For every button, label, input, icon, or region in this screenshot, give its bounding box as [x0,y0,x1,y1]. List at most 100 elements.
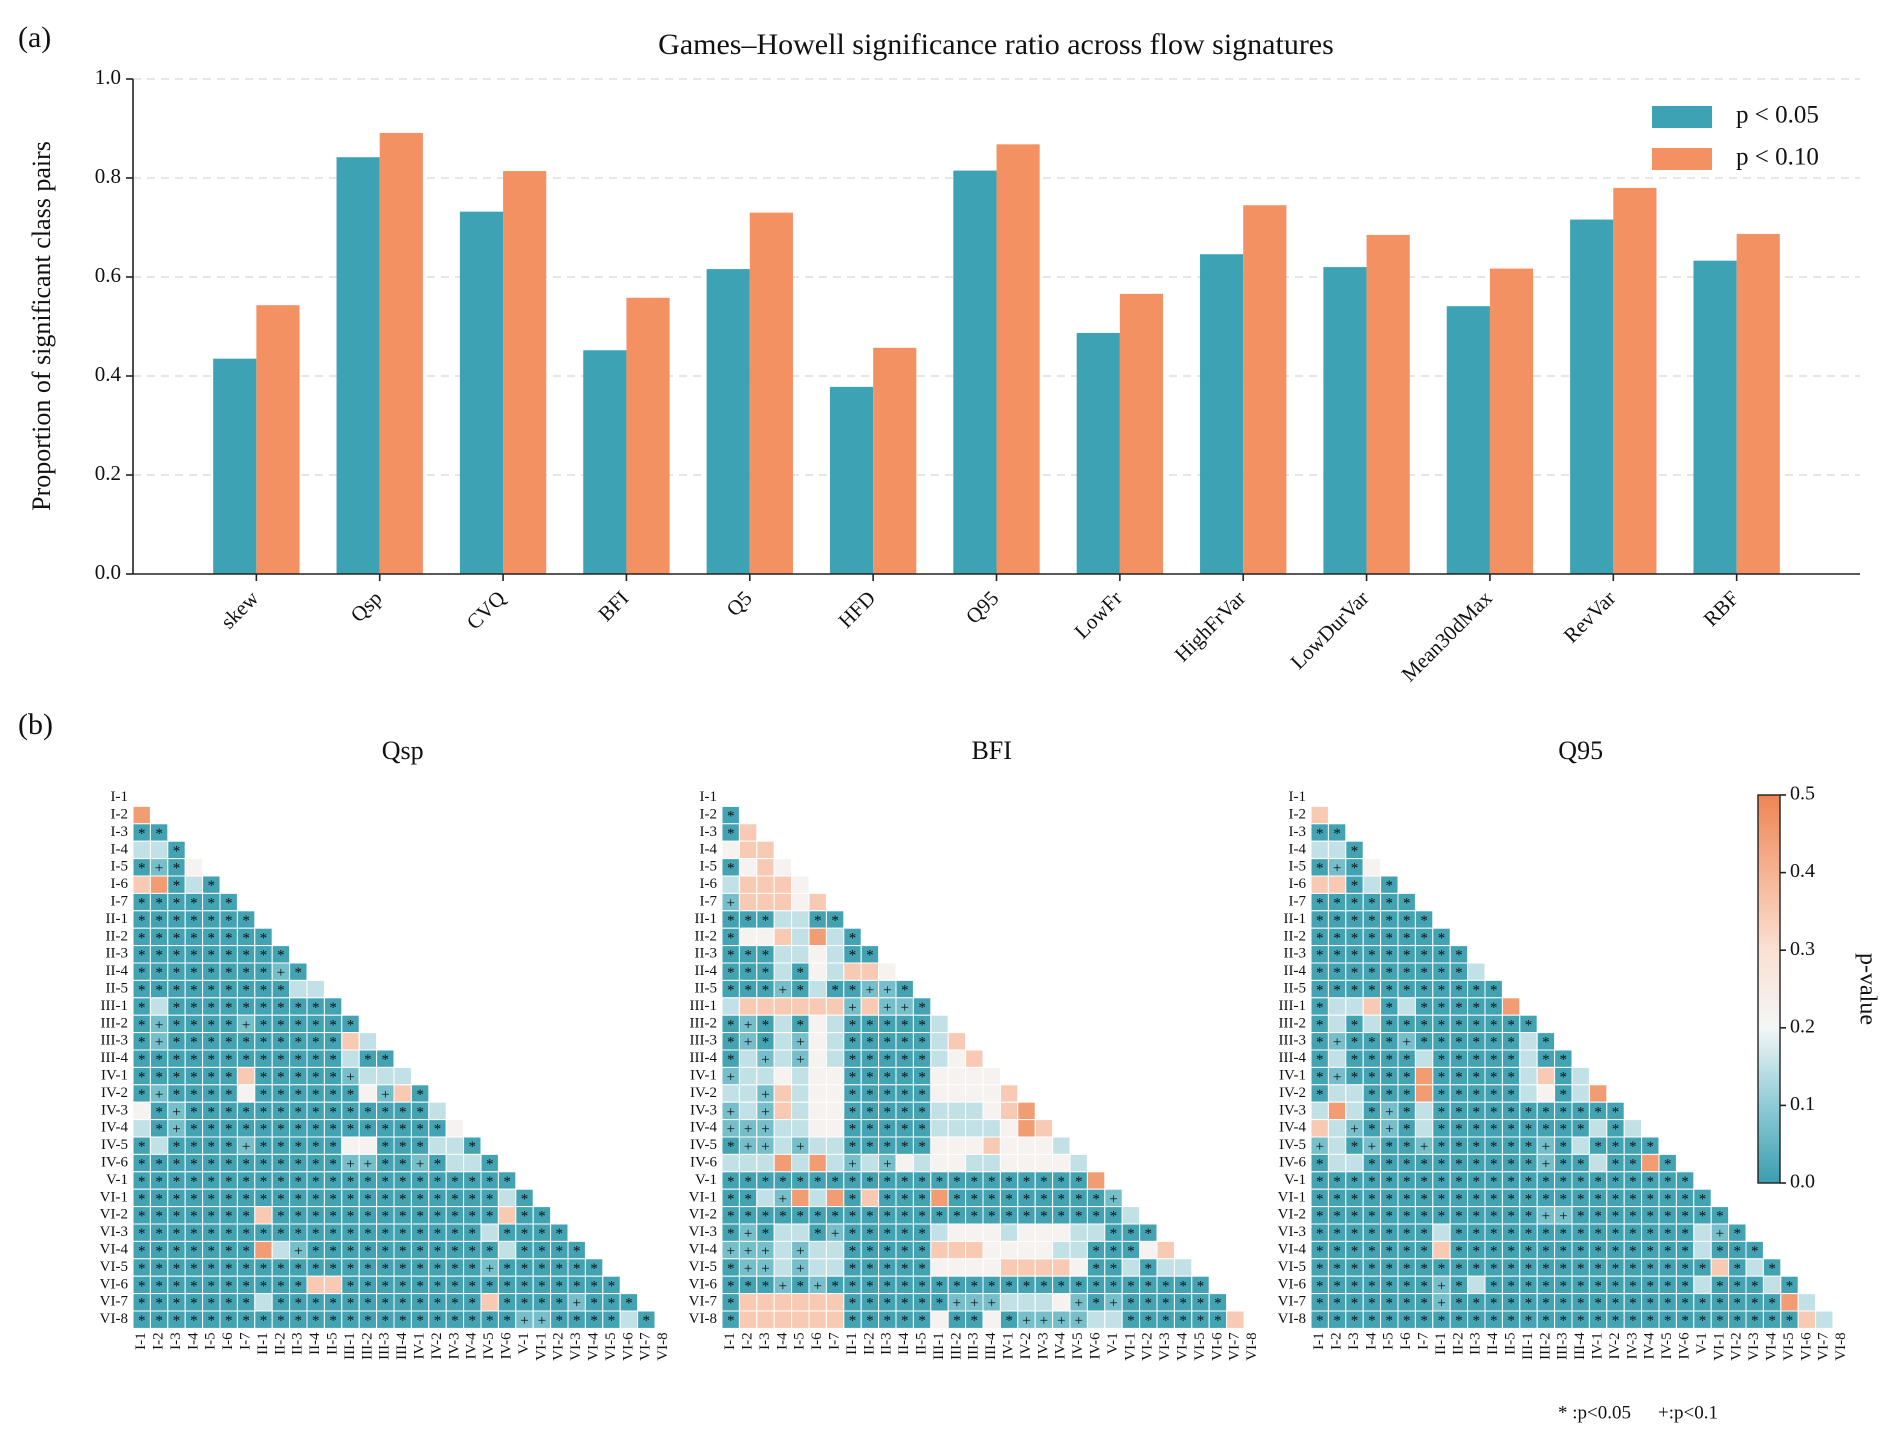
significance-marker: * [312,1139,320,1155]
heatmap-cell [1414,1119,1434,1138]
heatmap-cell [1327,1136,1347,1155]
heatmap-cell [791,945,810,964]
column-label: I-6 [809,1332,825,1350]
significance-marker: * [1351,861,1359,877]
heatmap-cell [1327,1014,1347,1034]
significance-marker: * [364,1278,372,1294]
significance-marker: * [1490,1296,1498,1312]
significance-marker: * [1507,1226,1515,1242]
marker-legend: +:p<0.1 [1658,1402,1718,1423]
column-label: II-3 [879,1332,895,1355]
significance-marker: * [797,983,805,999]
significance-marker: * [416,1087,424,1103]
row-label: I-5 [1289,859,1307,875]
significance-marker: * [1594,1191,1602,1207]
heatmap-cell [965,1136,984,1155]
significance-marker: * [155,1296,163,1312]
significance-marker: + [761,1139,769,1155]
significance-marker: * [849,1087,857,1103]
significance-marker: * [727,1296,735,1312]
significance-marker: * [1092,1296,1100,1312]
significance-marker: * [451,1244,459,1260]
significance-marker: + [744,1226,752,1242]
significance-marker: * [138,1191,146,1207]
x-tick-label: Q5 [722,586,757,621]
significance-marker: * [1145,1296,1153,1312]
significance-marker: * [1351,1244,1359,1260]
significance-marker: * [744,948,752,964]
significance-marker: * [208,1035,216,1051]
significance-marker: * [208,1104,216,1120]
significance-marker: * [1681,1191,1689,1207]
legend-label: p < 0.05 [1736,102,1819,129]
heatmap-cell [791,1293,810,1312]
heatmap-cell [756,875,775,894]
significance-marker: * [866,1244,874,1260]
row-label: III-1 [690,998,717,1014]
significance-marker: * [260,1104,268,1120]
significance-marker: * [277,1104,285,1120]
significance-marker: * [295,965,303,981]
significance-marker: * [1386,1035,1394,1051]
significance-marker: * [1351,1174,1359,1190]
significance-marker: * [1420,1278,1428,1294]
significance-marker: * [521,1244,529,1260]
heatmap-cell [445,1119,465,1138]
significance-marker: * [1316,965,1324,981]
significance-marker: * [1629,1174,1637,1190]
significance-marker: * [1490,1313,1498,1329]
significance-marker: * [208,1000,216,1016]
significance-marker: * [1386,913,1394,929]
significance-marker: * [242,1313,250,1329]
heatmap-cell [1052,1153,1071,1173]
significance-marker: * [1751,1313,1759,1329]
significance-marker: * [1368,983,1376,999]
column-label: V-1 [516,1332,532,1354]
significance-marker: * [295,1226,303,1242]
column-label: IV-3 [446,1332,462,1359]
significance-marker: * [190,1157,198,1173]
significance-marker: * [1420,913,1428,929]
significance-marker: * [312,1122,320,1138]
significance-marker: * [918,1000,926,1016]
bar [1366,234,1410,575]
significance-marker: * [225,1087,233,1103]
row-label: IV-2 [101,1085,128,1101]
significance-marker: * [884,1226,892,1242]
significance-marker: * [1316,1052,1324,1068]
significance-marker: * [469,1296,477,1312]
significance-marker: * [521,1296,529,1312]
significance-marker: * [762,1226,770,1242]
significance-marker: * [1386,1087,1394,1103]
row-label: VI-6 [100,1276,129,1292]
row-label: III-1 [1279,998,1306,1014]
significance-marker: * [190,930,198,946]
significance-marker: * [1455,1209,1463,1225]
significance-marker: * [1473,1035,1481,1051]
significance-marker: * [1403,1157,1411,1173]
heatmap-cell [1571,1136,1590,1155]
colorbar-tick-label: 0.3 [1790,938,1815,960]
significance-marker: * [884,1191,892,1207]
heatmap-cell [825,1188,845,1208]
significance-marker: + [1057,1313,1065,1329]
significance-marker: * [884,1017,892,1033]
heatmap-cell [721,997,740,1016]
significance-marker: * [1058,1191,1066,1207]
x-tick-label: Mean30dMax [1397,586,1498,687]
significance-marker: * [1386,948,1394,964]
significance-marker: * [918,1244,926,1260]
heatmap-cell [1745,1258,1764,1277]
significance-marker: * [1420,1000,1428,1016]
significance-marker: * [295,1313,303,1329]
significance-marker: * [1351,1017,1359,1033]
significance-marker: * [1664,1296,1672,1312]
significance-marker: + [1074,1313,1082,1329]
significance-marker: + [744,1261,752,1277]
significance-marker: * [1473,1017,1481,1033]
significance-marker: * [312,1244,320,1260]
significance-marker: * [469,1174,477,1190]
significance-marker: + [1333,1070,1341,1086]
heatmap-cell [132,1101,151,1121]
significance-marker: * [295,1122,303,1138]
